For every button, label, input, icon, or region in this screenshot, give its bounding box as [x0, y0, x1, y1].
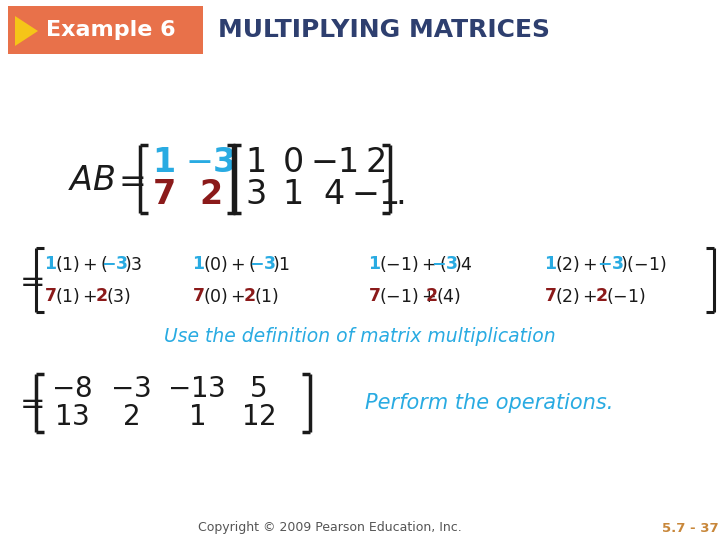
Text: $\mathbf{7}$: $\mathbf{7}$ [192, 287, 204, 305]
Text: $5$: $5$ [249, 375, 266, 403]
Text: $-8$: $-8$ [52, 375, 92, 403]
Text: $(4)$: $(4)$ [436, 286, 461, 306]
Text: $(-1)$: $(-1)$ [606, 286, 646, 306]
Text: $\mathbf{7}$: $\mathbf{7}$ [152, 179, 174, 212]
Text: $\mathbf{-3}$: $\mathbf{-3}$ [249, 255, 276, 273]
Text: $=$: $=$ [14, 266, 45, 294]
Text: $0$: $0$ [282, 146, 302, 179]
Text: $\mathbf{1}$: $\mathbf{1}$ [544, 255, 557, 273]
Text: $(1)$: $(1)$ [254, 286, 279, 306]
Text: $(1)+(\ $: $(1)+(\ $ [55, 254, 108, 274]
Text: $\mathbf{-3}$: $\mathbf{-3}$ [597, 255, 624, 273]
Text: $-1$: $-1$ [351, 179, 399, 212]
Polygon shape [15, 16, 38, 46]
Text: $=$: $=$ [14, 388, 45, 417]
Text: $AB$: $AB$ [68, 164, 115, 197]
Text: $)3$: $)3$ [124, 254, 143, 274]
Text: $(2)+(\ $: $(2)+(\ $ [555, 254, 608, 274]
Text: 5.7 - 37: 5.7 - 37 [662, 522, 719, 535]
Text: $\mathbf{-3}$: $\mathbf{-3}$ [101, 255, 128, 273]
Text: $(-1)+\ $: $(-1)+\ $ [379, 286, 436, 306]
Text: $1$: $1$ [245, 146, 265, 179]
Text: $(0)+\ $: $(0)+\ $ [203, 286, 246, 306]
Text: $)1$: $)1$ [272, 254, 290, 274]
Text: $(2)+\ $: $(2)+\ $ [555, 286, 598, 306]
Text: Copyright © 2009 Pearson Education, Inc.: Copyright © 2009 Pearson Education, Inc. [198, 522, 462, 535]
Text: $)4$: $)4$ [454, 254, 473, 274]
FancyBboxPatch shape [8, 6, 203, 54]
Text: $13$: $13$ [55, 403, 89, 431]
Text: $-13$: $-13$ [167, 375, 225, 403]
Text: $12$: $12$ [240, 403, 275, 431]
Text: $-\mathbf{3}$: $-\mathbf{3}$ [185, 146, 235, 179]
Text: Example 6: Example 6 [46, 20, 176, 40]
Text: $.$: $.$ [395, 179, 414, 212]
Text: $\mathbf{1}$: $\mathbf{1}$ [368, 255, 381, 273]
Text: $2$: $2$ [365, 146, 385, 179]
Text: $2$: $2$ [122, 403, 138, 431]
Text: $-1$: $-1$ [310, 146, 358, 179]
Text: $\mathbf{1}$: $\mathbf{1}$ [44, 255, 57, 273]
Text: $\mathbf{1}$: $\mathbf{1}$ [192, 255, 205, 273]
Text: $\mathbf{7}$: $\mathbf{7}$ [44, 287, 57, 305]
Text: $(-1)+(\ $: $(-1)+(\ $ [379, 254, 447, 274]
Text: $(3)$: $(3)$ [106, 286, 131, 306]
Text: $3$: $3$ [245, 179, 265, 212]
Text: $)(-1)$: $)(-1)$ [620, 254, 667, 274]
Text: $\mathbf{2}$: $\mathbf{2}$ [199, 179, 221, 212]
Text: $\mathbf{2}$: $\mathbf{2}$ [595, 287, 608, 305]
Text: $\mathbf{1}$: $\mathbf{1}$ [152, 146, 174, 179]
Text: $\mathbf{7}$: $\mathbf{7}$ [544, 287, 557, 305]
Text: $=$: $=$ [112, 164, 145, 197]
Text: Use the definition of matrix multiplication: Use the definition of matrix multiplicat… [164, 327, 556, 346]
Text: $\mathbf{7}$: $\mathbf{7}$ [368, 287, 381, 305]
Text: $(1)+\ $: $(1)+\ $ [55, 286, 98, 306]
Text: $\mathbf{2}$: $\mathbf{2}$ [425, 287, 438, 305]
Text: $-3$: $-3$ [109, 375, 150, 403]
Text: $\mathbf{2}$: $\mathbf{2}$ [95, 287, 107, 305]
Text: $4$: $4$ [323, 179, 345, 212]
Text: $1$: $1$ [282, 179, 302, 212]
Text: $\mathbf{-3}$: $\mathbf{-3}$ [431, 255, 458, 273]
Text: $(0)+(\ $: $(0)+(\ $ [203, 254, 256, 274]
Text: $1$: $1$ [187, 403, 204, 431]
Text: Perform the operations.: Perform the operations. [365, 393, 613, 413]
Text: $\mathbf{2}$: $\mathbf{2}$ [243, 287, 256, 305]
Text: MULTIPLYING MATRICES: MULTIPLYING MATRICES [218, 18, 550, 42]
